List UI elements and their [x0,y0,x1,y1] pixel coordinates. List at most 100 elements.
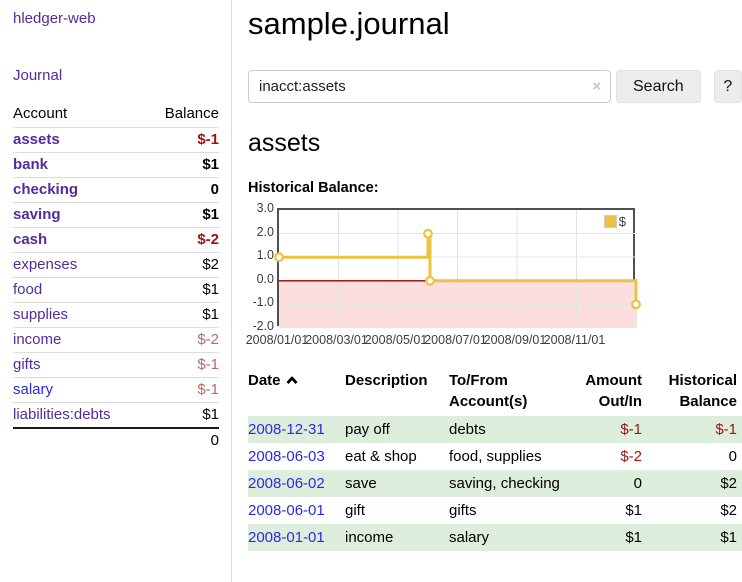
transaction-date-link[interactable]: 2008-06-01 [248,502,325,519]
transaction-accounts: debts [449,421,486,438]
account-row: gifts $-1 [13,352,219,378]
account-link-saving[interactable]: saving [13,206,61,223]
transaction-amount: 0 [633,475,642,492]
account-link-assets[interactable]: assets [13,131,60,148]
account-balance: $1 [145,277,219,303]
page-title: sample.journal [248,6,450,41]
accounts-table: Account Balance assets $-1 bank $1 checkin… [13,103,219,453]
plot-area: $ [274,208,641,328]
account-balance: $2 [145,252,219,278]
y-tick-label: 3.0 [256,201,274,215]
account-heading: assets [248,129,321,157]
transaction-date-link[interactable]: 2008-06-03 [248,448,325,465]
account-link-food[interactable]: food [13,281,43,298]
account-balance: $1 [145,302,219,328]
register-row: 2008-12-31 pay off debts $-1 $-1 [248,416,742,443]
transaction-accounts: food, supplies [449,448,542,465]
account-row: checking 0 [13,177,219,203]
account-balance: 0 [145,177,219,203]
transaction-balance: $1 [720,529,737,546]
sort-ascending-icon [285,376,298,384]
sidebar: hledger-web Journal Account Balance asse… [0,0,232,582]
help-button[interactable]: ? [713,70,742,103]
account-balance: $-1 [145,352,219,378]
register-header-accounts: To/From Account(s) [449,372,528,410]
account-balance: $1 [145,202,219,228]
search-bar: × Search ? [248,70,742,103]
transaction-description: save [345,475,377,492]
search-button[interactable]: Search [616,70,701,103]
transaction-description: eat & shop [345,448,417,465]
register-header-row: Date Description To/From Account(s) Amou… [248,368,742,416]
app-title-link[interactable]: hledger-web [13,10,96,27]
account-link-income[interactable]: income [13,331,62,348]
transaction-accounts: gifts [449,502,477,519]
y-tick-label: -2.0 [252,319,274,333]
legend-label: $ [618,214,626,229]
account-link-expenses[interactable]: expenses [13,256,78,273]
accounts-total-value: 0 [145,427,219,453]
transaction-balance: $-1 [715,421,737,438]
account-row: salary $-1 [13,377,219,403]
transaction-accounts: saving, checking [449,475,560,492]
account-row: saving $1 [13,202,219,228]
account-link-checking[interactable]: checking [13,181,79,198]
accounts-header-balance: Balance [164,105,219,122]
register-header-balance: Historical Balance [668,372,737,410]
transaction-amount: $1 [625,502,642,519]
sidebar-item-journal[interactable]: Journal [13,67,63,84]
search-input[interactable] [248,70,611,103]
data-point-marker [631,299,641,310]
historical-balance-chart: 3.0 2.0 1.0 0.0 -1.0 -2.0 [245,201,742,350]
clear-search-icon[interactable]: × [592,78,601,95]
account-row: cash $-2 [13,227,219,253]
transaction-amount: $1 [625,529,642,546]
y-tick-label: 0.0 [256,271,274,286]
accounts-header-account: Account [13,105,68,122]
account-row: assets $-1 [13,127,219,153]
x-tick-label: 2008/05/01 [364,333,428,347]
transaction-amount: $-2 [620,448,642,465]
account-balance: $-2 [145,227,219,253]
register-header-date[interactable]: Date [248,368,345,416]
accounts-total-row: 0 [13,427,219,453]
main-content: sample.journal × Search ? assets Histori… [245,0,742,551]
account-row: bank $1 [13,152,219,178]
x-tick-label: 2008/01/01 [245,333,309,347]
register-row: 2008-01-01 income salary $1 $1 [248,524,742,551]
transaction-date-link[interactable]: 2008-06-02 [248,475,325,492]
transaction-description: gift [345,502,366,519]
account-link-cash[interactable]: cash [13,231,48,248]
transaction-date-link[interactable]: 2008-01-01 [248,529,325,546]
transaction-description: pay off [345,421,390,438]
account-link-supplies[interactable]: supplies [13,306,69,323]
transaction-date-link[interactable]: 2008-12-31 [248,421,325,438]
account-link-bank[interactable]: bank [13,156,49,173]
transaction-balance: 0 [728,448,737,465]
data-point-marker [423,228,433,239]
chart-legend: $ [603,214,626,229]
account-balance: $-1 [145,127,219,153]
plot-canvas [274,210,641,328]
account-link-salary[interactable]: salary [13,381,54,398]
chart-title: Historical Balance: [248,180,379,196]
account-balance: $-1 [145,377,219,403]
account-row: liabilities:debts $1 [13,402,219,428]
register-row: 2008-06-03 eat & shop food, supplies $-2… [248,443,742,470]
data-point-marker [425,275,435,286]
y-tick-label: -1.0 [252,295,274,310]
data-point-markers [274,228,641,310]
legend-swatch [603,215,617,228]
transaction-amount: $-1 [620,421,642,438]
account-row: income $-2 [13,327,219,353]
account-row: food $1 [13,277,219,303]
x-tick-label: 2008/07/01 [424,333,487,347]
account-link-liabilities-debts[interactable]: liabilities:debts [13,406,111,423]
register-header-amount: Amount Out/In [585,372,642,410]
account-link-gifts[interactable]: gifts [13,356,41,373]
transaction-balance: $2 [720,475,737,492]
transaction-accounts: salary [449,529,490,546]
transaction-balance: $2 [720,502,737,519]
data-point-marker [274,252,284,263]
account-balance: $1 [145,402,219,428]
